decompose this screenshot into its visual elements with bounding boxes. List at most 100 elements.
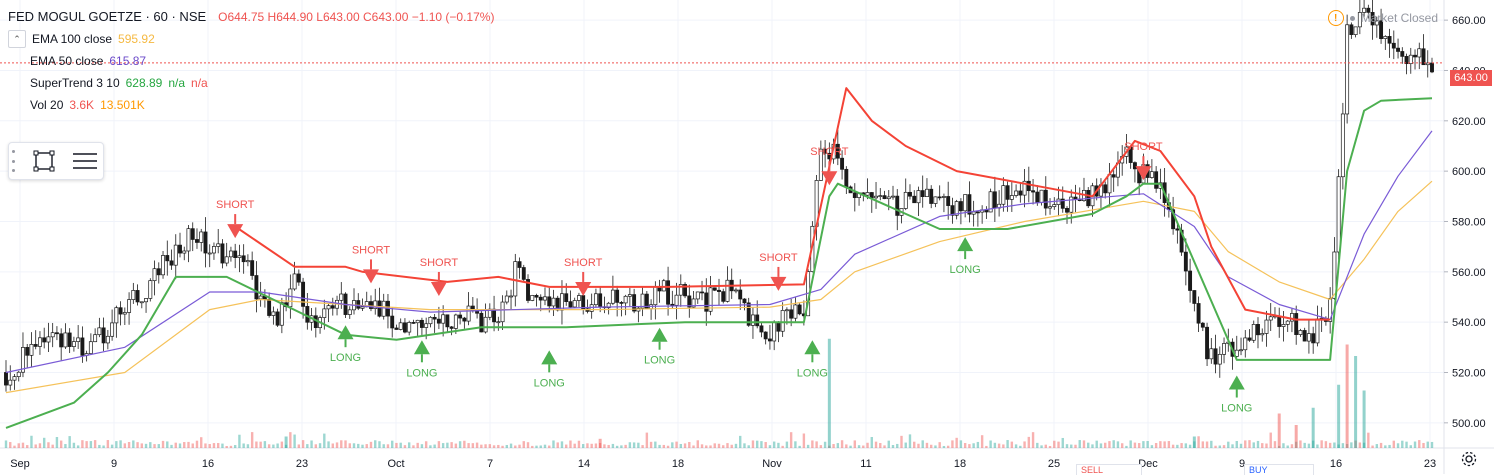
- indicator-ema100[interactable]: ⌃ EMA 100 close 595.92: [8, 28, 494, 50]
- volume-bar: [403, 445, 407, 448]
- volume-bar: [1176, 444, 1179, 448]
- market-status[interactable]: ! Market Closed: [1327, 10, 1438, 26]
- volume-bar: [34, 444, 37, 448]
- x-tick-label: 9: [1239, 458, 1245, 470]
- volume-bar: [250, 432, 254, 448]
- indicator-volume[interactable]: Vol 20 3.6K 13.501K: [8, 94, 494, 116]
- short-label: SHORT: [564, 257, 603, 269]
- drawing-toolbox[interactable]: [8, 142, 104, 180]
- volume-bar: [598, 438, 602, 448]
- settings-lines-icon[interactable]: [67, 146, 103, 176]
- settings-gear-icon[interactable]: [1460, 450, 1478, 468]
- volume-bar: [204, 443, 207, 448]
- volume-bar: [1261, 443, 1264, 448]
- x-tick-label: 16: [202, 458, 214, 470]
- candle: [139, 301, 144, 304]
- candle: [228, 250, 233, 258]
- candle: [882, 195, 887, 200]
- volume-bar: [543, 444, 547, 448]
- volume-bar: [467, 443, 470, 448]
- volume-bar: [993, 442, 997, 448]
- volume-bar: [4, 440, 8, 448]
- candle: [793, 304, 798, 319]
- candle: [1031, 190, 1036, 193]
- volume-bar: [921, 440, 924, 448]
- volume-bar: [208, 444, 211, 448]
- volume-bar: [1091, 444, 1094, 448]
- buy-tab[interactable]: BUY: [1244, 464, 1314, 475]
- grid-lines: [0, 0, 1444, 448]
- volume-bar: [81, 440, 84, 448]
- volume-bar: [1358, 442, 1362, 448]
- candle: [144, 298, 149, 303]
- volume-bar: [1426, 441, 1429, 448]
- candle: [691, 298, 696, 308]
- volume-bar: [1070, 444, 1073, 448]
- volume-bar: [637, 442, 640, 448]
- candle: [118, 307, 123, 315]
- candle: [402, 322, 407, 333]
- volume-bar: [340, 440, 343, 448]
- candle: [1336, 176, 1341, 253]
- drag-handle-icon[interactable]: [12, 150, 20, 172]
- candle: [1107, 174, 1112, 194]
- indicator-ema50[interactable]: EMA 50 close 615.87: [8, 50, 494, 72]
- candle: [33, 344, 38, 347]
- candle: [1149, 171, 1154, 178]
- short-label: SHORT: [420, 257, 459, 269]
- candle: [759, 325, 764, 333]
- volume-bar: [573, 443, 576, 448]
- volume-bar: [1337, 384, 1341, 448]
- candle: [178, 244, 182, 254]
- volume-bar: [1248, 440, 1251, 448]
- volume-bar: [1222, 445, 1226, 448]
- volume-bar: [187, 441, 190, 448]
- candle: [415, 319, 420, 324]
- volume-bar: [1265, 443, 1268, 448]
- volume-bar: [1014, 444, 1018, 448]
- volume-bar: [276, 443, 279, 448]
- warning-icon[interactable]: !: [1327, 10, 1344, 26]
- low-value: L643.00: [316, 10, 360, 24]
- volume-bar: [1252, 442, 1255, 448]
- volume-bar: [1282, 443, 1285, 448]
- volume-bar: [1031, 432, 1035, 448]
- candle: [407, 322, 412, 333]
- candle: [1328, 298, 1333, 322]
- volume-bar: [1163, 441, 1166, 448]
- rectangle-tool-icon[interactable]: [26, 146, 62, 176]
- volume-bar: [840, 440, 844, 448]
- symbol-title[interactable]: FED MOGUL GOETZE · 60 · NSE: [8, 9, 207, 24]
- y-tick-label: 520.00: [1452, 367, 1486, 379]
- indicator-supertrend[interactable]: SuperTrend 3 10 628.89 n/a n/a: [8, 72, 494, 94]
- candle: [97, 327, 102, 336]
- sell-tab[interactable]: SELL: [1076, 464, 1142, 475]
- volume-bar: [212, 443, 216, 448]
- y-tick-label: 580.00: [1452, 216, 1486, 228]
- volume-bar: [1413, 441, 1417, 448]
- volume-bar: [153, 444, 156, 448]
- volume-bar: [951, 440, 954, 448]
- volume-bar: [348, 443, 351, 448]
- volume-bar: [1218, 445, 1221, 448]
- x-tick-label: Dec: [1138, 458, 1158, 470]
- x-tick-label: 25: [1048, 458, 1060, 470]
- volume-bar: [119, 440, 122, 448]
- volume-bar: [407, 442, 411, 448]
- candle: [190, 228, 195, 240]
- volume-bar: [1137, 443, 1141, 448]
- candle: [292, 273, 297, 290]
- candle: [436, 318, 441, 324]
- candle: [772, 321, 777, 342]
- candle: [581, 295, 586, 310]
- volume-bar: [102, 445, 105, 448]
- candle: [1217, 353, 1222, 365]
- collapse-icon[interactable]: ⌃: [8, 30, 26, 48]
- volume-bar: [458, 441, 462, 448]
- volume-bar: [662, 444, 666, 448]
- candle: [441, 314, 446, 324]
- candle: [721, 291, 726, 302]
- volume-bar: [806, 444, 810, 448]
- candle: [572, 300, 577, 308]
